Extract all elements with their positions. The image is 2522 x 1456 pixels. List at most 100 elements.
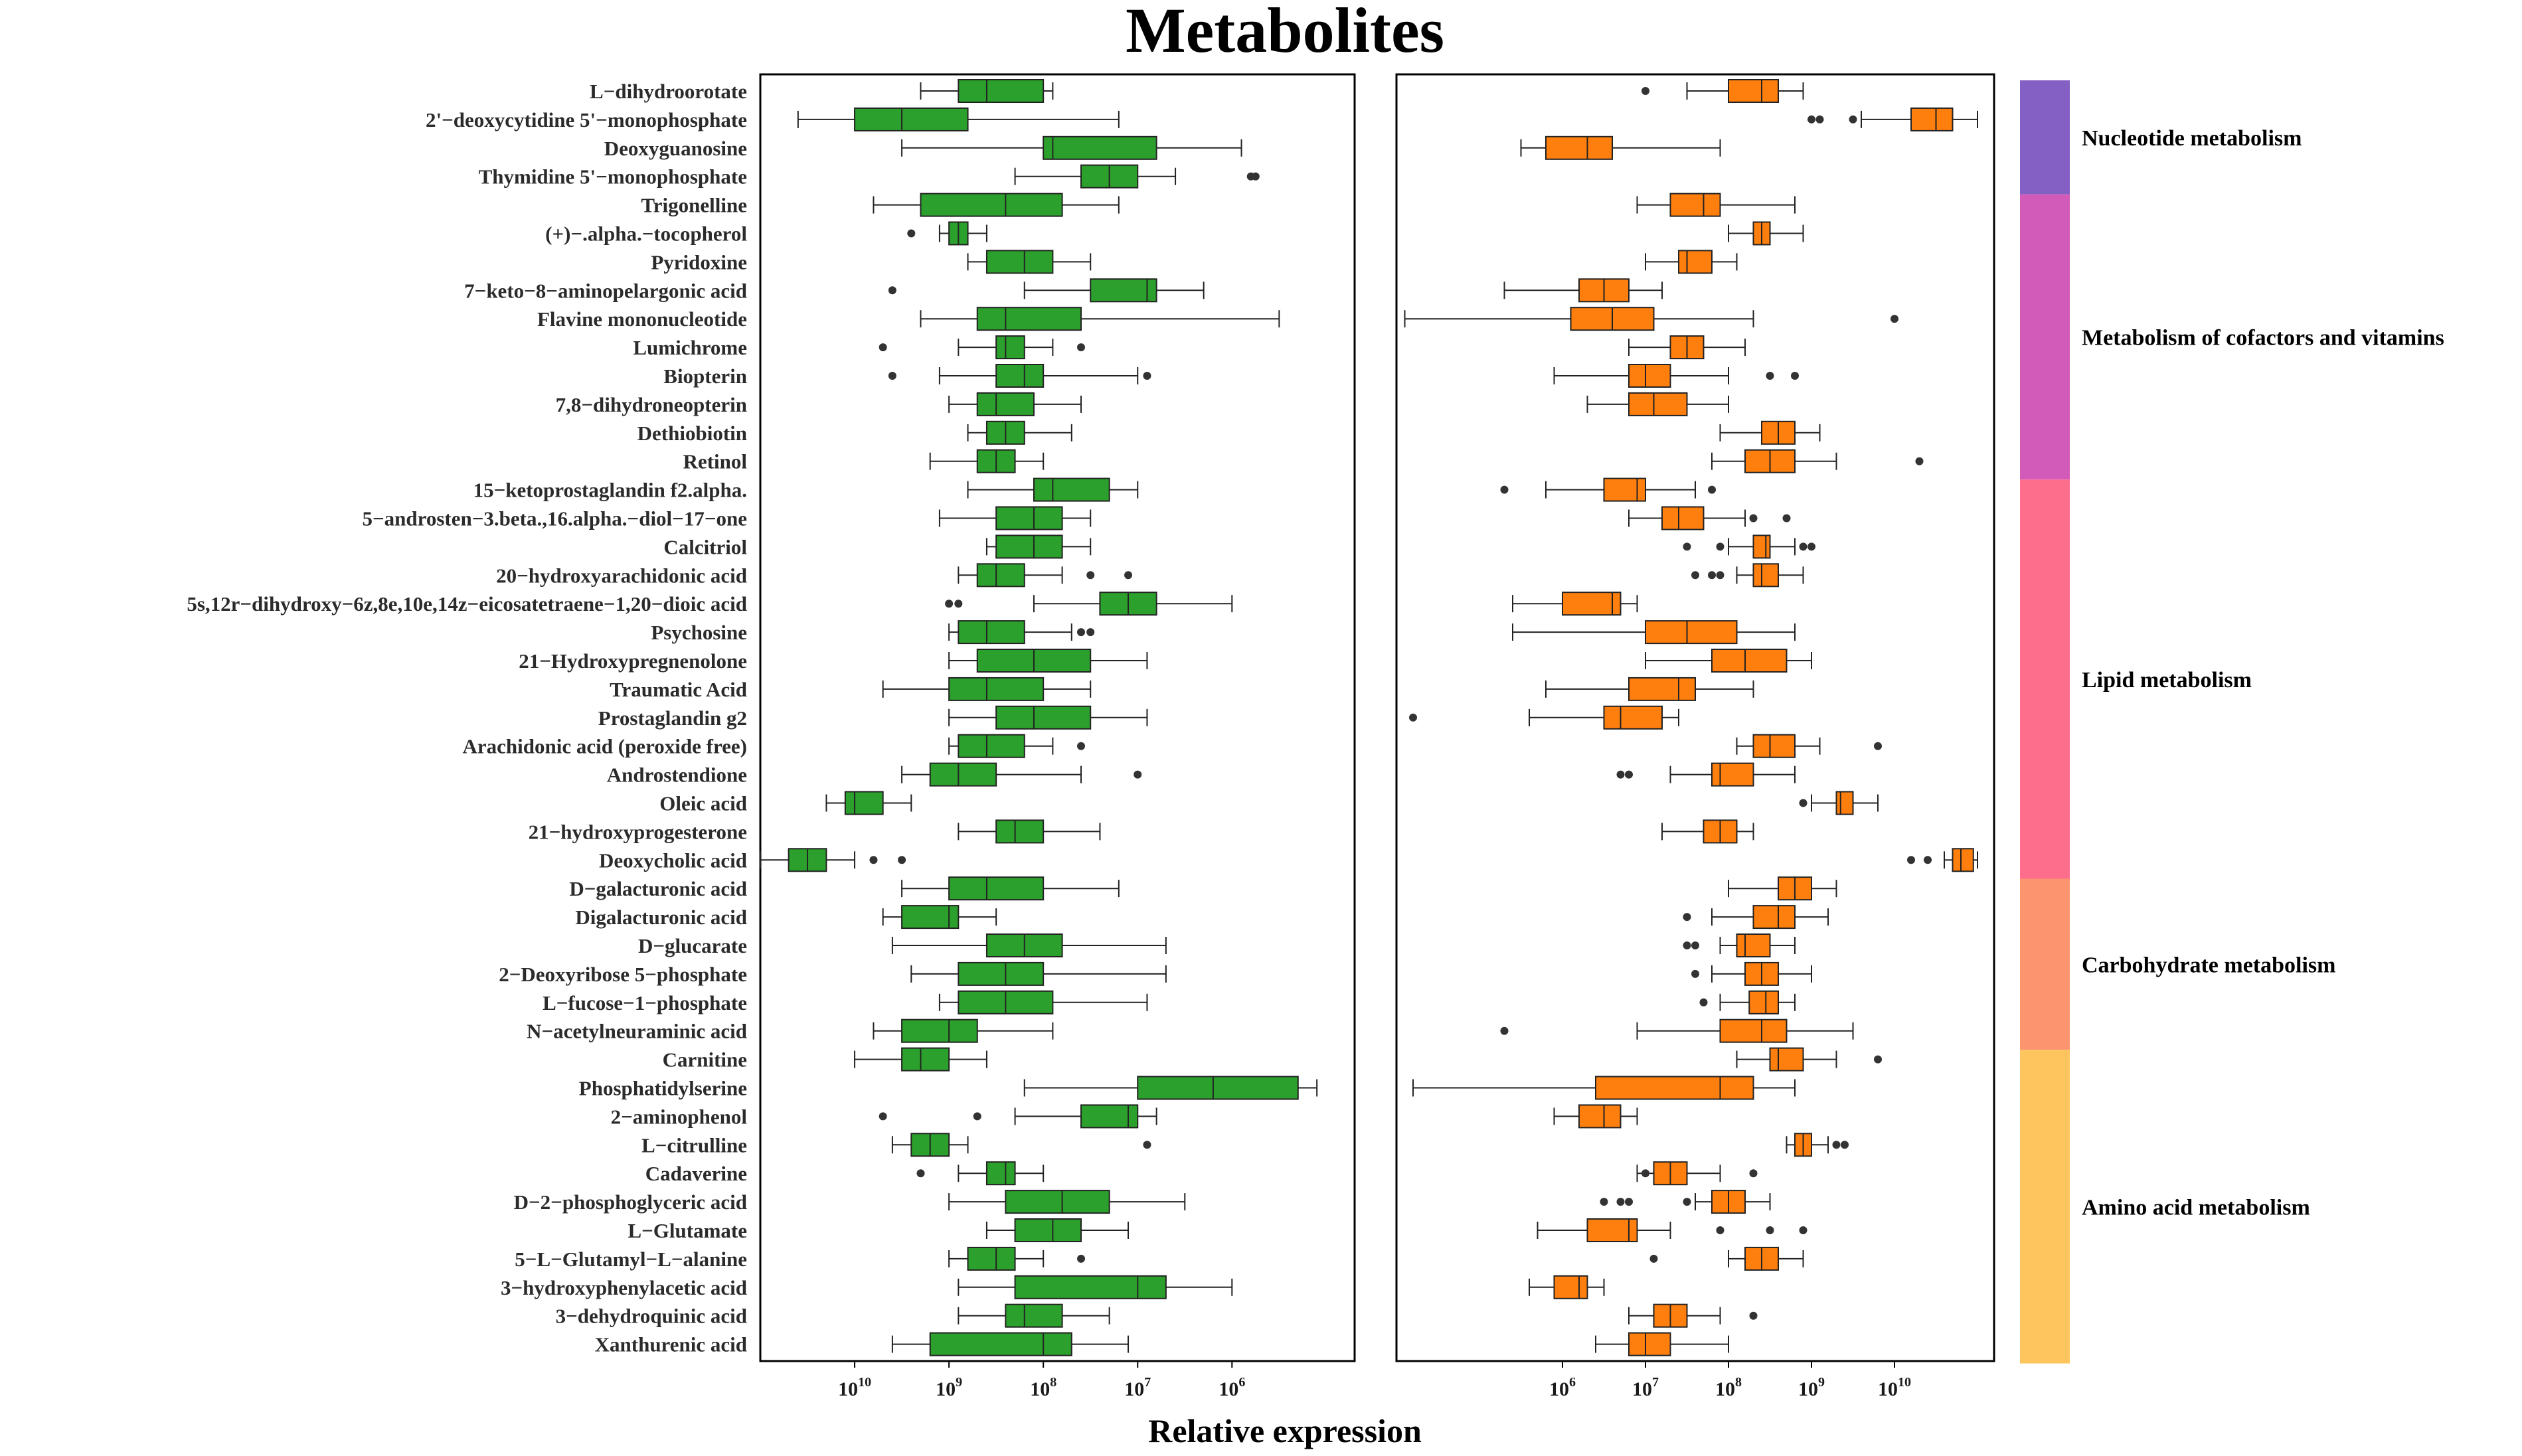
outlier-point xyxy=(1799,542,1807,551)
metabolite-label: Arachidonic acid (peroxide free) xyxy=(463,735,747,758)
metabolite-label: Carnitine xyxy=(663,1048,747,1072)
iqr-box xyxy=(1910,107,1954,131)
right-box-5 xyxy=(1728,221,1804,246)
left-box-35 xyxy=(1023,1076,1318,1100)
metabolite-label: L−dihydroorotate xyxy=(590,80,747,103)
metabolite-label: Cadaverine xyxy=(645,1162,747,1185)
right-box-7 xyxy=(1503,278,1663,303)
iqr-box xyxy=(1014,1218,1082,1242)
right-box-4 xyxy=(1636,193,1796,217)
iqr-box xyxy=(976,307,1082,331)
metabolite-label: Trigonelline xyxy=(641,194,747,217)
right-box-38 xyxy=(1636,1161,1758,1186)
outlier-point xyxy=(1251,172,1260,181)
left-box-18 xyxy=(945,592,1233,616)
right-box-43 xyxy=(1628,1303,1758,1328)
outlier-point xyxy=(879,1112,887,1121)
iqr-box xyxy=(1090,278,1157,303)
outlier-point xyxy=(1799,1226,1807,1234)
left-box-26 xyxy=(958,819,1101,844)
outlier-point xyxy=(1500,485,1509,494)
iqr-box xyxy=(1752,734,1796,758)
outlier-point xyxy=(1691,941,1699,949)
metabolite-label: Psychosine xyxy=(651,621,747,644)
iqr-box xyxy=(1137,1076,1299,1100)
category-band xyxy=(2020,194,2070,480)
metabolite-label: Biopterin xyxy=(663,364,747,388)
outlier-point xyxy=(1891,315,1898,323)
iqr-box xyxy=(1553,1275,1588,1299)
right-box-44 xyxy=(1595,1332,1729,1356)
iqr-box xyxy=(1719,1018,1788,1043)
left-panel: 1010 109 108 107 106 xyxy=(759,73,1356,1400)
right-box-30 xyxy=(1683,933,1796,957)
outlier-point xyxy=(1849,115,1857,123)
right-box-26 xyxy=(1661,819,1754,844)
outlier-point xyxy=(1124,571,1133,580)
iqr-box xyxy=(1752,563,1779,588)
iqr-box xyxy=(1545,135,1613,160)
right-box-2 xyxy=(1520,135,1721,160)
right-box-15 xyxy=(1628,506,1791,530)
left-box-1 xyxy=(797,107,1120,131)
right-box-22 xyxy=(1409,705,1679,730)
left-box-15 xyxy=(938,506,1092,530)
metabolite-label: Traumatic Acid xyxy=(610,678,747,701)
left-box-12 xyxy=(967,420,1072,445)
iqr-box xyxy=(1835,791,1854,815)
iqr-box xyxy=(1669,193,1721,217)
outlier-point xyxy=(1766,372,1774,380)
left-box-13 xyxy=(929,449,1045,473)
iqr-box xyxy=(1769,1047,1804,1072)
metabolite-label: L−Glutamate xyxy=(628,1219,747,1242)
metabolite-labels: L−dihydroorotate 2'−deoxycytidine 5'−mono… xyxy=(187,80,747,1356)
right-box-32 xyxy=(1699,990,1796,1014)
outlier-point xyxy=(1077,343,1086,352)
outlier-point xyxy=(1791,372,1799,380)
metabolite-label: L−citrulline xyxy=(641,1133,747,1157)
iqr-box xyxy=(1628,392,1688,416)
left-box-30 xyxy=(891,933,1167,957)
iqr-box xyxy=(854,107,969,131)
left-box-37 xyxy=(891,1133,1151,1157)
left-box-8 xyxy=(920,307,1280,331)
metabolite-label: Digalacturonic acid xyxy=(575,906,747,929)
left-box-24 xyxy=(901,762,1142,787)
left-box-22 xyxy=(948,705,1148,730)
iqr-box xyxy=(901,1018,978,1043)
right-tick-label: 1010 xyxy=(1878,1375,1911,1400)
metabolite-label: Flavine mononucleotide xyxy=(537,307,747,331)
metabolite-label: Lumichrome xyxy=(633,336,747,359)
left-box-25 xyxy=(825,791,912,815)
right-box-40 xyxy=(1537,1218,1807,1242)
iqr-box xyxy=(1080,1104,1139,1129)
right-box-27 xyxy=(1907,848,1978,872)
category-label: Metabolism of cofactors and vitamins xyxy=(2082,326,2444,351)
left-box-33 xyxy=(873,1018,1054,1043)
iqr-box xyxy=(1728,79,1779,103)
iqr-box xyxy=(948,677,1045,701)
outlier-point xyxy=(1683,941,1691,949)
outlier-point xyxy=(1841,1141,1849,1149)
iqr-box xyxy=(948,876,1045,901)
right-box-35 xyxy=(1412,1076,1796,1100)
outlier-point xyxy=(1409,713,1417,722)
iqr-box xyxy=(1752,534,1771,559)
outlier-point xyxy=(1782,514,1791,523)
iqr-box xyxy=(958,79,1045,103)
outlier-point xyxy=(945,600,954,608)
metabolite-label: 2−aminophenol xyxy=(611,1105,748,1128)
iqr-box xyxy=(958,734,1025,758)
iqr-box xyxy=(958,620,1025,645)
left-box-32 xyxy=(938,990,1148,1014)
metabolite-label: L−fucose−1−phosphate xyxy=(543,991,747,1014)
metabolite-label: Oleic acid xyxy=(659,792,747,815)
right-box-16 xyxy=(1683,534,1815,559)
iqr-box xyxy=(1711,649,1788,673)
iqr-box xyxy=(1736,933,1771,957)
outlier-point xyxy=(1683,1198,1691,1206)
left-box-44 xyxy=(891,1332,1130,1356)
outlier-point xyxy=(1699,998,1708,1007)
left-box-36 xyxy=(879,1104,1157,1129)
right-box-21 xyxy=(1545,677,1754,701)
